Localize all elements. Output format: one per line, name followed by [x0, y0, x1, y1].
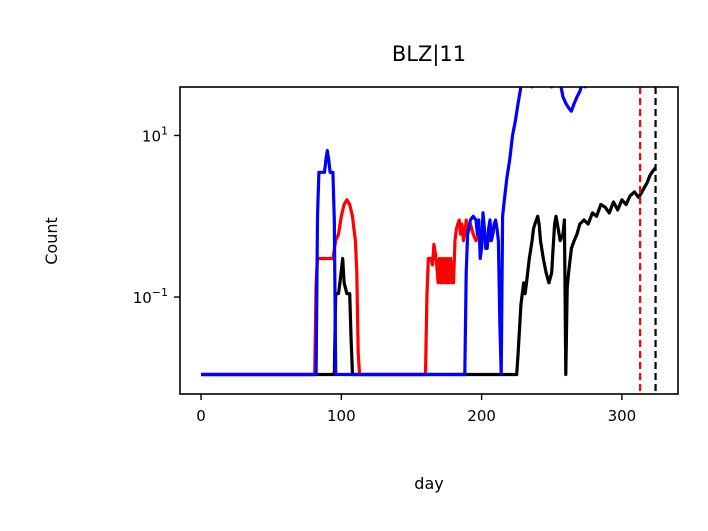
x-tick-label-0: 0: [196, 407, 206, 425]
plot-area: [201, 87, 657, 377]
y-axis: 101 10−1: [133, 124, 180, 307]
series-line-2: [201, 87, 588, 377]
x-tick-label-2: 200: [467, 407, 496, 425]
chart-title: BLZ|11: [392, 42, 466, 67]
y-axis-label: Count: [42, 217, 61, 265]
plot-frame: [179, 86, 679, 395]
x-axis: 0 100 200 300: [196, 394, 636, 425]
series-line-1: [201, 198, 490, 377]
x-tick-label-3: 300: [608, 407, 637, 425]
y-tick-label-1: 10−1: [133, 286, 168, 307]
y-tick-label-0: 101: [142, 124, 168, 145]
reference-lines: [639, 87, 657, 394]
x-tick-label-1: 100: [327, 407, 356, 425]
x-axis-label: day: [414, 474, 443, 493]
